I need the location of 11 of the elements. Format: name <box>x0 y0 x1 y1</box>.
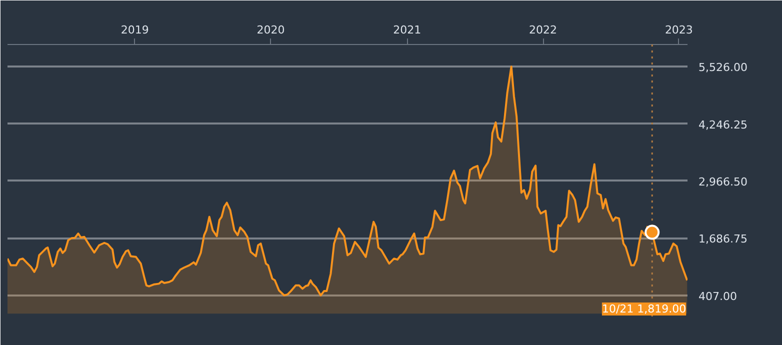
x-tick-label: 2019 <box>120 24 149 36</box>
ref-line-label: 10/21 1,819.00 <box>602 302 686 316</box>
y-tick-label: 4,246.25 <box>698 118 748 132</box>
x-tick-label: 2021 <box>393 24 422 36</box>
x-tick-label: 2020 <box>256 24 285 36</box>
y-tick-label: 407.00 <box>698 290 737 303</box>
y-tick-label: 2,966.50 <box>698 175 748 188</box>
x-tick-label: 2023 <box>664 24 693 36</box>
x-tick-label: 2022 <box>529 24 558 36</box>
y-tick-label: 5,526.00 <box>698 61 748 74</box>
y-tick-label: 1,686.75 <box>698 232 748 246</box>
